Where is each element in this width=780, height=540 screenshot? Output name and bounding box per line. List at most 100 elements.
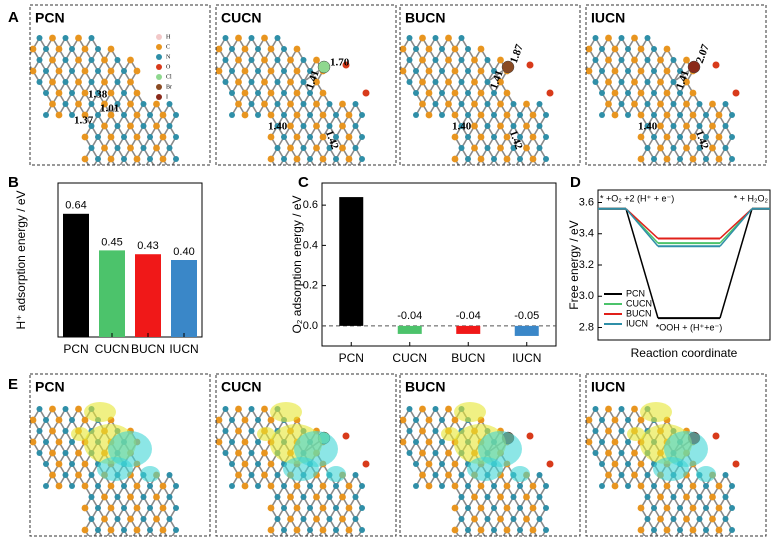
atom xyxy=(49,34,56,42)
atom xyxy=(677,112,683,118)
atom xyxy=(517,483,523,489)
atom xyxy=(715,482,723,490)
atom xyxy=(140,123,147,129)
structure-name: BUCN xyxy=(405,10,445,26)
atom xyxy=(43,112,49,118)
atom xyxy=(55,111,63,119)
y-tick-label: 0.4 xyxy=(303,239,318,251)
atom xyxy=(631,100,638,108)
atom xyxy=(696,123,703,129)
atom xyxy=(703,527,709,533)
atom xyxy=(491,112,497,118)
atom xyxy=(689,155,697,163)
atom xyxy=(670,494,677,500)
atom xyxy=(529,111,537,119)
atom xyxy=(49,78,56,86)
atom xyxy=(241,67,249,75)
atom xyxy=(451,526,459,534)
panel-box xyxy=(215,4,397,166)
atom xyxy=(471,167,478,174)
atom xyxy=(605,34,612,42)
atom xyxy=(419,56,426,64)
structure xyxy=(216,34,370,165)
atom xyxy=(319,482,327,490)
atom xyxy=(657,515,664,523)
atom xyxy=(657,56,664,64)
atom xyxy=(307,134,313,140)
plot-frame xyxy=(321,182,557,347)
atom xyxy=(413,46,419,52)
atom xyxy=(95,90,101,96)
atom xyxy=(43,46,49,52)
atom xyxy=(677,134,683,140)
atom xyxy=(319,155,327,163)
atom xyxy=(663,482,671,490)
atom xyxy=(293,111,301,119)
atom xyxy=(319,504,327,512)
atom xyxy=(121,90,127,96)
atom xyxy=(709,515,716,523)
panel-box xyxy=(399,4,581,166)
atom xyxy=(406,79,413,85)
atom xyxy=(439,461,445,467)
atom xyxy=(458,57,465,63)
atom xyxy=(465,505,471,511)
atom xyxy=(458,123,465,129)
atom xyxy=(715,155,723,163)
atom xyxy=(465,90,471,96)
atom xyxy=(526,61,534,69)
atom xyxy=(114,123,121,129)
atom xyxy=(451,504,459,512)
atom xyxy=(49,405,56,413)
bond-length: 1.37 xyxy=(74,115,94,127)
x-axis-label: Reaction coordinate xyxy=(631,346,738,360)
bond-length: 1.38 xyxy=(88,89,108,101)
y-tick-label: 0.0 xyxy=(303,320,318,332)
atom xyxy=(101,167,108,174)
atom xyxy=(133,482,141,490)
atom xyxy=(293,482,301,490)
atom xyxy=(313,122,320,130)
atom xyxy=(586,45,593,53)
atom xyxy=(631,56,638,64)
atom xyxy=(400,438,407,446)
atom xyxy=(81,416,89,424)
atom xyxy=(255,46,261,52)
atom xyxy=(465,46,471,52)
atom xyxy=(274,79,281,85)
atom xyxy=(307,68,313,74)
atom xyxy=(471,78,478,86)
atom xyxy=(683,515,690,523)
atom xyxy=(248,406,255,412)
atom xyxy=(503,155,511,163)
charge-density xyxy=(270,402,302,422)
atom xyxy=(267,67,275,75)
atom xyxy=(345,482,353,490)
atom xyxy=(599,46,605,52)
atom xyxy=(625,68,631,74)
atom xyxy=(352,494,359,500)
atom xyxy=(709,122,716,130)
atom xyxy=(510,101,517,107)
atom xyxy=(300,145,307,151)
atom xyxy=(95,156,101,162)
atom xyxy=(127,78,134,86)
atom xyxy=(670,123,677,129)
atom xyxy=(248,450,255,456)
atom xyxy=(689,526,697,534)
atom xyxy=(451,67,459,75)
atom xyxy=(523,100,530,108)
atom xyxy=(293,155,301,163)
atom xyxy=(477,45,485,53)
atom xyxy=(683,78,690,86)
atom xyxy=(121,134,127,140)
atom xyxy=(222,428,229,434)
atom xyxy=(293,526,301,534)
key-swatch xyxy=(156,44,162,50)
atom xyxy=(439,68,445,74)
atom xyxy=(523,144,530,152)
atom xyxy=(359,483,365,489)
panel-label: A xyxy=(8,9,19,26)
atom xyxy=(445,471,452,479)
bar xyxy=(397,325,422,334)
